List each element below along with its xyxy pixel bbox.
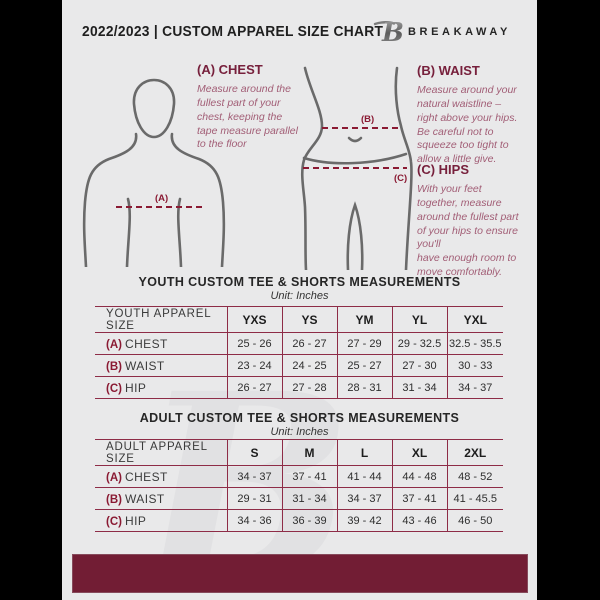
torso-diagram: (A) xyxy=(82,78,226,267)
right-torso-side xyxy=(176,197,183,267)
measurement-cell: 27 - 28 xyxy=(281,376,337,399)
page-background: B 2022/2023 | CUSTOM APPAREL SIZE CHART … xyxy=(62,0,537,600)
measurement-cell: 37 - 41 xyxy=(391,487,447,510)
measurement-cell: 44 - 48 xyxy=(391,465,447,488)
adult-size-table: ADULT APPAREL SIZE S M L XL 2XL (A) CHES… xyxy=(95,439,503,532)
measurement-cell: 32.5 - 35.5 xyxy=(446,332,503,355)
measurement-cell: 29 - 32.5 xyxy=(391,332,447,355)
measurement-cell: 36 - 39 xyxy=(281,509,337,532)
row-prefix: (B) xyxy=(106,360,122,373)
row-prefix: (B) xyxy=(106,493,122,506)
table-row: (C) HIP 34 - 36 36 - 39 39 - 42 43 - 46 … xyxy=(95,509,503,532)
row-prefix: (A) xyxy=(106,338,122,351)
brand-name: BREAKAWAY xyxy=(408,26,511,38)
size-col-header: XL xyxy=(391,439,447,466)
size-col-header: YXS xyxy=(226,306,282,333)
table-row: (A) CHEST 25 - 26 26 - 27 27 - 29 29 - 3… xyxy=(95,332,503,355)
table-row: (C) HIP 26 - 27 27 - 28 28 - 31 31 - 34 … xyxy=(95,376,503,399)
measurement-cell: 31 - 34 xyxy=(281,487,337,510)
measurement-cell: 37 - 41 xyxy=(281,465,337,488)
chest-instructions: Measure around the fullest part of your … xyxy=(197,83,298,151)
measurement-cell: 23 - 24 xyxy=(226,354,282,377)
waist-line-label: (B) xyxy=(361,114,374,125)
measurement-cell: 26 - 27 xyxy=(281,332,337,355)
measurement-cell: 30 - 33 xyxy=(446,354,503,377)
adult-table-title: ADULT CUSTOM TEE & SHORTS MEASUREMENTS xyxy=(139,411,460,425)
size-col-header: M xyxy=(281,439,337,466)
measurement-cell: 27 - 29 xyxy=(336,332,392,355)
row-label: WAIST xyxy=(125,358,165,373)
row-prefix: (C) xyxy=(106,515,122,528)
measurement-cell: 39 - 42 xyxy=(336,509,392,532)
size-col-header: YL xyxy=(391,306,447,333)
chest-heading: (A) CHEST xyxy=(197,62,263,77)
measurement-cell: 34 - 37 xyxy=(226,465,282,488)
footer-accent-bar xyxy=(72,554,528,593)
hips-line-label: (C) xyxy=(394,173,407,184)
page-title: 2022/2023 | CUSTOM APPAREL SIZE CHART xyxy=(82,23,384,40)
youth-table-title: YOUTH CUSTOM TEE & SHORTS MEASUREMENTS xyxy=(138,275,461,289)
measurement-cell: 25 - 27 xyxy=(336,354,392,377)
measurement-cell: 24 - 25 xyxy=(281,354,337,377)
row-prefix: (C) xyxy=(106,382,122,395)
table-row: (A) CHEST 34 - 37 37 - 41 41 - 44 44 - 4… xyxy=(95,465,503,488)
size-col-header: 2XL xyxy=(446,439,503,466)
measurement-cell: 41 - 44 xyxy=(336,465,392,488)
table-row: (B) WAIST 23 - 24 24 - 25 25 - 27 27 - 3… xyxy=(95,354,503,377)
row-prefix: (A) xyxy=(106,471,122,484)
hips-instructions: With your feet together, measure around … xyxy=(417,183,519,279)
chest-line-label: (A) xyxy=(155,193,168,204)
right-hip-contour xyxy=(394,66,413,270)
size-col-header: YS xyxy=(281,306,337,333)
measurement-cell: 29 - 31 xyxy=(226,487,282,510)
right-shoulder-arm xyxy=(170,132,226,267)
measurement-cell: 31 - 34 xyxy=(391,376,447,399)
youth-size-table: YOUTH APPAREL SIZE YXS YS YM YL YXL (A) … xyxy=(95,306,503,399)
measurement-cell: 26 - 27 xyxy=(226,376,282,399)
inner-leg-split xyxy=(346,201,364,270)
youth-header-row: YOUTH APPAREL SIZE YXS YS YM YL YXL xyxy=(95,306,503,333)
left-torso-side xyxy=(125,197,132,267)
navel-mark xyxy=(347,136,363,143)
waist-heading: (B) WAIST xyxy=(417,63,480,78)
table-row: (B) WAIST 29 - 31 31 - 34 34 - 37 37 - 4… xyxy=(95,487,503,510)
measurement-cell: 46 - 50 xyxy=(446,509,503,532)
waistband-curve xyxy=(302,152,408,165)
row-label: HIP xyxy=(125,513,147,528)
measurement-cell: 28 - 31 xyxy=(336,376,392,399)
breakaway-logo-icon: B xyxy=(373,14,404,48)
row-label: HIP xyxy=(125,380,147,395)
waist-instructions: Measure around your natural waistline – … xyxy=(417,84,518,166)
measurement-cell: 41 - 45.5 xyxy=(446,487,503,510)
size-col-header: YM xyxy=(336,306,392,333)
measurement-cell: 34 - 37 xyxy=(446,376,503,399)
size-col-header: YXL xyxy=(446,306,503,333)
adult-header-row: ADULT APPAREL SIZE S M L XL 2XL xyxy=(95,439,503,466)
measurement-cell: 34 - 37 xyxy=(336,487,392,510)
measurement-cell: 48 - 52 xyxy=(446,465,503,488)
head-outline xyxy=(132,78,176,139)
measurement-cell: 25 - 26 xyxy=(226,332,282,355)
measurement-cell: 34 - 36 xyxy=(226,509,282,532)
hips-heading: (C) HIPS xyxy=(417,162,469,177)
left-shoulder-arm xyxy=(82,132,138,267)
size-col-header: S xyxy=(226,439,282,466)
row-label: CHEST xyxy=(125,469,168,484)
adult-table-unit: Unit: Inches xyxy=(270,426,329,438)
lower-body-diagram: (B) (C) xyxy=(300,66,413,270)
measurement-cell: 27 - 30 xyxy=(391,354,447,377)
row-label: WAIST xyxy=(125,491,165,506)
left-hip-contour xyxy=(300,66,324,270)
row-label: CHEST xyxy=(125,336,168,351)
youth-size-header: YOUTH APPAREL SIZE xyxy=(95,306,227,333)
youth-table-unit: Unit: Inches xyxy=(270,290,329,302)
measurement-cell: 43 - 46 xyxy=(391,509,447,532)
adult-size-header: ADULT APPAREL SIZE xyxy=(95,439,227,466)
size-col-header: L xyxy=(336,439,392,466)
logo-letter: B xyxy=(381,18,403,46)
